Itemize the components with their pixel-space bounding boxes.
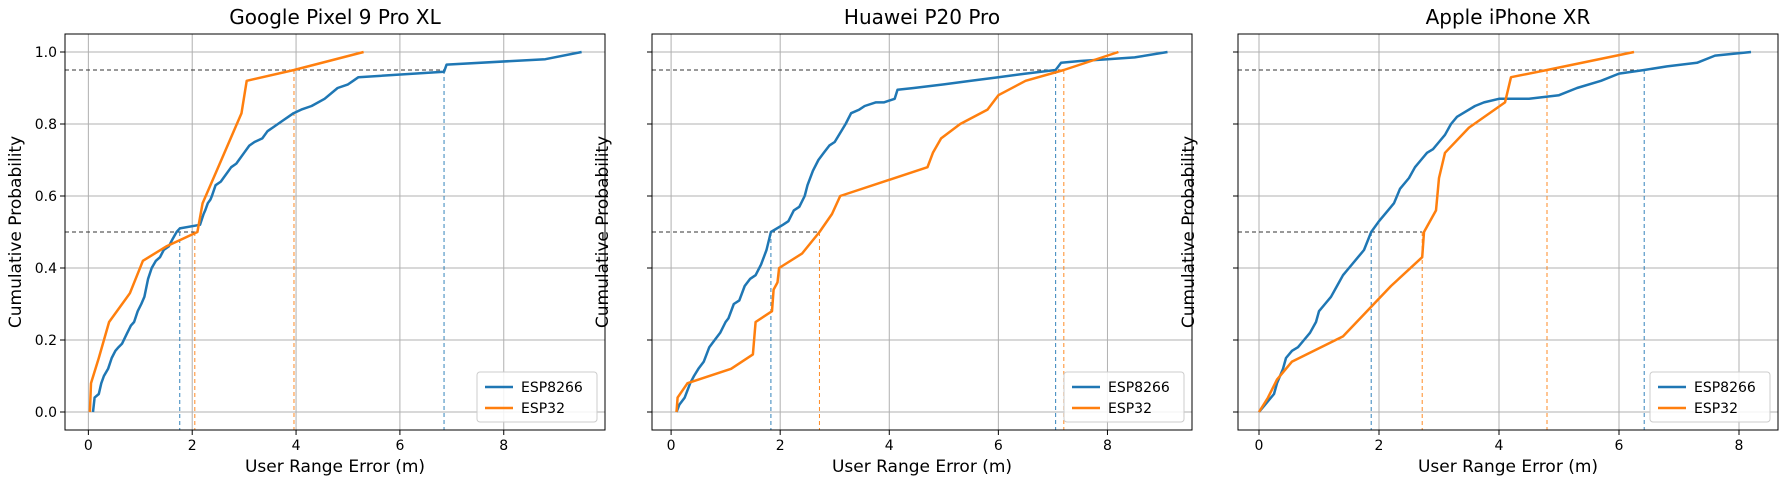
y-tick-label-3: 0.6 [35, 189, 57, 205]
axes-frame [651, 33, 1193, 431]
legend: ESP8266 ESP32 [476, 371, 598, 423]
series-line-esp32 [88, 50, 364, 413]
y-tick-label-2: 0.4 [35, 261, 57, 277]
y-tick-label-0: 0.0 [35, 405, 57, 421]
x-tick-label-4: 8 [1735, 438, 1744, 454]
legend-box [476, 371, 598, 423]
x-tick-label-0: 0 [84, 438, 93, 454]
plot-area [1238, 50, 1752, 430]
x-tick-label-1: 2 [776, 438, 785, 454]
plot-area [65, 50, 582, 430]
y-axis-label: Cumulative Probability [6, 136, 26, 328]
legend: ESP8266 ESP32 [1649, 371, 1771, 423]
y-axis-label: Cumulative Probability [1179, 136, 1199, 328]
x-tick-label-4: 8 [499, 438, 508, 454]
legend-label-esp32: ESP32 [1108, 401, 1152, 417]
x-tick-label-2: 4 [1495, 438, 1504, 454]
chart-title: Apple iPhone XR [1426, 5, 1591, 29]
plot-area [652, 50, 1168, 430]
series-line-esp8266 [1258, 50, 1752, 413]
x-tick-label-3: 6 [994, 438, 1003, 454]
chart-panel-3: 0 2 4 6 8 Apple iPhone XR User Range Error (m)… [1179, 5, 1779, 477]
x-axis-label: User Range Error (m) [832, 457, 1012, 477]
x-tick-label-3: 6 [395, 438, 404, 454]
x-axis-label: User Range Error (m) [1418, 457, 1598, 477]
axes-frame [64, 33, 606, 431]
series-line-esp8266 [91, 50, 582, 413]
series-line-esp32 [675, 50, 1119, 413]
x-tick-label-4: 8 [1103, 438, 1112, 454]
chart-title: Huawei P20 Pro [844, 5, 1000, 29]
y-tick-label-5: 1.0 [35, 45, 57, 61]
x-tick-label-1: 2 [1375, 438, 1384, 454]
x-tick-label-2: 4 [885, 438, 894, 454]
series-line-esp32 [1257, 50, 1635, 413]
x-tick-label-0: 0 [1255, 438, 1264, 454]
x-tick-label-3: 6 [1615, 438, 1624, 454]
axes-frame [1237, 33, 1779, 431]
y-tick-label-1: 0.2 [35, 333, 57, 349]
chart-title: Google Pixel 9 Pro XL [229, 5, 441, 29]
y-axis-label: Cumulative Probability [593, 136, 613, 328]
chart-panel-1: 0 2 4 6 8 0.0 0.2 0.4 0.6 0.8 1.0 Google Pixel 9 Pr… [6, 5, 606, 477]
legend-label-esp8266: ESP8266 [1108, 380, 1170, 396]
x-tick-label-2: 4 [292, 438, 301, 454]
legend: ESP8266 ESP32 [1063, 371, 1185, 423]
legend-label-esp32: ESP32 [521, 401, 565, 417]
x-axis-label: User Range Error (m) [245, 457, 425, 477]
legend-box [1649, 371, 1771, 423]
y-tick-label-4: 0.8 [35, 117, 57, 133]
legend-box [1063, 371, 1185, 423]
x-tick-label-0: 0 [667, 438, 676, 454]
series-line-esp8266 [675, 50, 1168, 413]
x-tick-label-1: 2 [188, 438, 197, 454]
chart-panel-2: 0 2 4 6 8 Huawei P20 Pro User Range Error (m) C… [593, 5, 1193, 477]
legend-label-esp8266: ESP8266 [521, 380, 583, 396]
legend-label-esp8266: ESP8266 [1694, 380, 1756, 396]
legend-label-esp32: ESP32 [1694, 401, 1738, 417]
